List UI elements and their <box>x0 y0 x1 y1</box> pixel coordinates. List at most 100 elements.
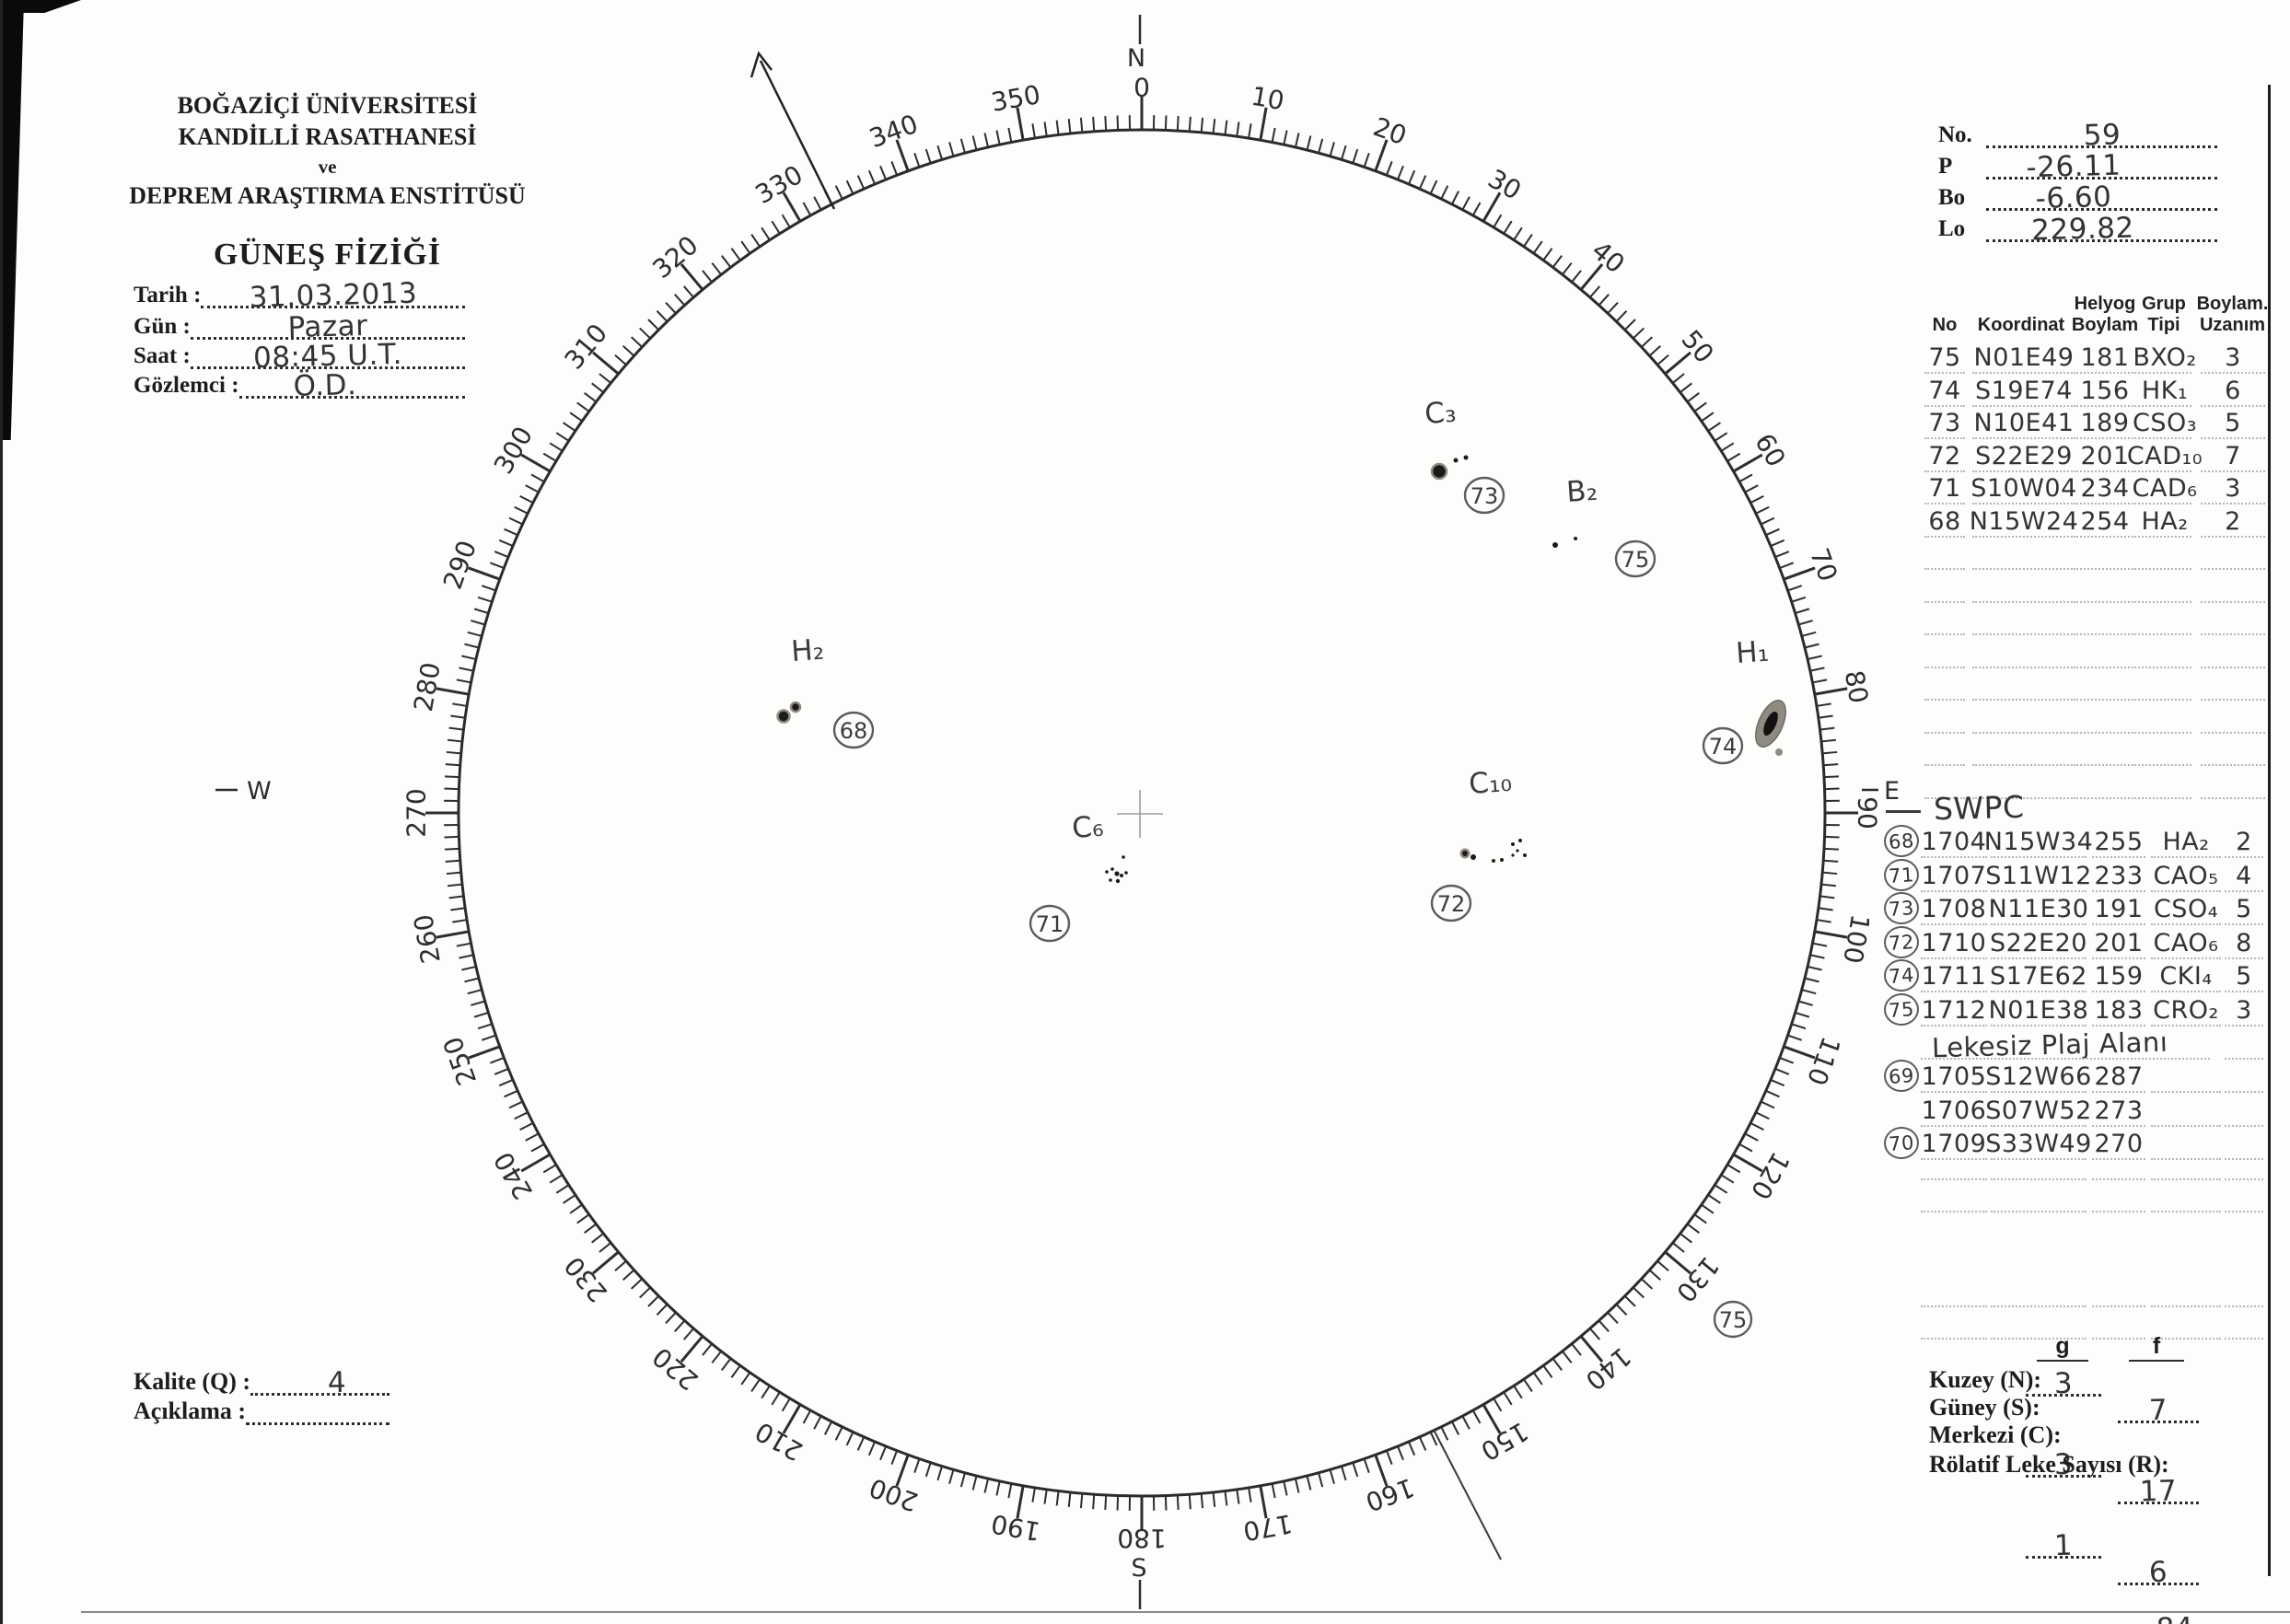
tick-label: 70 <box>1804 544 1843 586</box>
group-type-label: H₁ <box>1735 635 1770 670</box>
tick-mark <box>1440 1426 1449 1441</box>
swpc-plage-empty-cell <box>2225 1060 2263 1093</box>
tick-mark <box>1552 255 1563 269</box>
tick-mark <box>1801 631 1817 637</box>
tick-label: 350 <box>989 79 1042 118</box>
tick-mark <box>1007 1483 1013 1499</box>
tick-mark <box>1493 1398 1503 1412</box>
sunspot <box>1775 748 1783 756</box>
swpc-table-cell: 5 <box>2225 959 2263 992</box>
tick-mark <box>1503 1391 1513 1406</box>
tick-mark <box>452 919 468 923</box>
tick-mark <box>569 1203 583 1214</box>
sunspot-umbra <box>1763 711 1778 737</box>
tick-mark <box>867 1441 876 1456</box>
tick-label: 170 <box>1241 1508 1295 1547</box>
tick-mark <box>584 1223 598 1234</box>
main-table-cell: 189 <box>2074 406 2136 439</box>
tick-mark <box>481 1034 496 1041</box>
swpc-table-cell: CAO₅ <box>2151 859 2221 892</box>
tick-label: 180 <box>1117 1524 1166 1554</box>
swpc-table-cell: 1708 <box>1921 892 1987 925</box>
tick-mark <box>1779 1056 1795 1064</box>
swpc-table-cell: 2 <box>2225 825 2263 858</box>
tick-mark <box>1823 859 1839 863</box>
tick-mark <box>1542 248 1553 261</box>
institution-line-2: KANDİLLİ RASATHANESİ <box>178 123 477 150</box>
tick-label: 90 <box>1853 796 1883 829</box>
main-table-cell: 71 <box>1924 471 1965 505</box>
tick-mark <box>702 1343 713 1356</box>
swpc-empty-cell <box>2151 1147 2221 1180</box>
swpc-empty-cell <box>2151 1306 2221 1340</box>
main-table-header-helyog: Helyog Boylam <box>2071 294 2139 335</box>
tick-mark <box>1797 620 1813 626</box>
orientation-arrow-head <box>750 51 773 78</box>
remarks-extra-line-1 <box>136 1605 387 1624</box>
tick-mark <box>1680 382 1692 393</box>
swpc-table-cell: 255 <box>2092 825 2145 858</box>
tick-mark <box>1418 175 1427 190</box>
tick-mark <box>569 412 583 423</box>
tick-mark <box>879 1445 887 1461</box>
main-table-cell: 73 <box>1924 406 1965 439</box>
tick-mark <box>494 551 509 558</box>
swpc-plage-cell: 1705 <box>1921 1060 1987 1093</box>
main-table-empty-cell <box>2201 537 2265 570</box>
group-type-label: C₃ <box>1424 396 1458 431</box>
tick-mark <box>1656 354 1669 365</box>
tick-mark <box>1055 120 1060 135</box>
tick-mark <box>682 1328 694 1340</box>
main-table-cell: 72 <box>1924 439 1965 472</box>
tick-mark <box>477 596 493 603</box>
tick-mark <box>771 220 781 235</box>
tick-mark <box>771 1391 781 1406</box>
group-number: 75 <box>1719 1307 1748 1333</box>
main-table-cell: 6 <box>2201 374 2265 407</box>
swpc-table-cell: S22E20 <box>1990 926 2087 959</box>
tick-mark <box>467 631 482 637</box>
tick-mark <box>1016 1485 1025 1519</box>
tick-mark <box>436 687 470 696</box>
tick-mark <box>1397 1445 1404 1461</box>
tick-mark <box>614 354 627 365</box>
tick-mark <box>1513 226 1523 241</box>
scan-artifact-left-line <box>0 0 3 1624</box>
tick-mark <box>1562 262 1573 275</box>
main-table-cell: 181 <box>2074 341 2136 374</box>
swpc-table-cell: 1711 <box>1921 959 1987 992</box>
tick-mark <box>452 702 468 707</box>
tick-label: 280 <box>408 660 447 713</box>
tick-mark <box>1363 152 1370 168</box>
field-bo: Bo -6.60 <box>1938 180 2217 215</box>
counts-header-g: g <box>2037 1333 2088 1362</box>
main-table-empty-cell <box>2201 635 2265 668</box>
tick-mark <box>1200 117 1204 133</box>
field-no: No. 59 <box>1938 118 2217 153</box>
main-table-empty-cell <box>1924 635 1965 668</box>
tick-mark <box>761 1385 771 1399</box>
main-table-empty-cell <box>2074 733 2136 766</box>
tick-label: 330 <box>750 159 808 210</box>
tick-mark <box>1795 1011 1810 1018</box>
tick-mark <box>1816 702 1831 707</box>
main-table-cell: 2 <box>2201 505 2265 538</box>
counts-header-f: f <box>2129 1333 2184 1362</box>
tick-mark <box>1804 643 1819 649</box>
tick-mark <box>1783 566 1816 581</box>
tick-mark <box>520 453 552 473</box>
tick-label: 310 <box>559 318 614 375</box>
main-table-cell: CAD₁₀ <box>2127 439 2203 472</box>
tick-mark <box>599 1242 611 1253</box>
tick-mark <box>1693 401 1707 412</box>
tick-mark <box>489 1056 505 1064</box>
tick-mark <box>1814 687 1848 696</box>
main-table-empty-cell <box>1924 733 1965 766</box>
tick-mark <box>948 1468 955 1484</box>
main-table-cell: S19E74 <box>1972 374 2075 407</box>
swpc-plage-empty-cell <box>2151 1060 2221 1093</box>
tick-mark <box>1787 1034 1803 1041</box>
tick-mark <box>1755 505 1770 515</box>
swpc-table-cell: S17E62 <box>1990 959 2087 992</box>
main-table-empty-cell <box>1972 701 2075 734</box>
